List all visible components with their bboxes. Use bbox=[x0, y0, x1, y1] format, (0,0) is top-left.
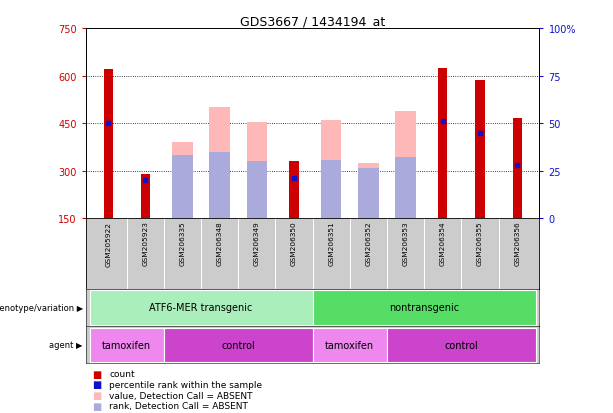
Bar bbox=[387, 328, 536, 362]
Bar bbox=[475, 81, 484, 219]
Bar bbox=[395, 111, 416, 219]
Text: GSM206353: GSM206353 bbox=[403, 221, 409, 266]
Bar bbox=[246, 122, 267, 219]
Text: GSM206354: GSM206354 bbox=[440, 221, 446, 266]
Bar bbox=[358, 168, 379, 219]
Text: GSM206335: GSM206335 bbox=[180, 221, 186, 266]
Text: control: control bbox=[444, 340, 478, 350]
Bar bbox=[172, 143, 192, 219]
Text: ■: ■ bbox=[92, 369, 101, 379]
Text: GSM205923: GSM205923 bbox=[142, 221, 148, 266]
Text: GSM206352: GSM206352 bbox=[365, 221, 371, 266]
Bar bbox=[141, 175, 150, 219]
Bar bbox=[395, 157, 416, 219]
Bar bbox=[321, 160, 341, 219]
Text: ATF6-MER transgenic: ATF6-MER transgenic bbox=[150, 303, 253, 313]
Text: tamoxifen: tamoxifen bbox=[102, 340, 151, 350]
Bar bbox=[89, 291, 313, 325]
Bar bbox=[89, 328, 164, 362]
Bar bbox=[289, 162, 299, 219]
Text: percentile rank within the sample: percentile rank within the sample bbox=[109, 380, 262, 389]
Text: rank, Detection Call = ABSENT: rank, Detection Call = ABSENT bbox=[109, 401, 248, 411]
Text: value, Detection Call = ABSENT: value, Detection Call = ABSENT bbox=[109, 391, 253, 400]
Bar bbox=[172, 156, 192, 219]
Text: GSM205922: GSM205922 bbox=[105, 221, 111, 266]
Text: GSM206349: GSM206349 bbox=[254, 221, 260, 266]
Text: tamoxifen: tamoxifen bbox=[326, 340, 375, 350]
Title: GDS3667 / 1434194_at: GDS3667 / 1434194_at bbox=[240, 15, 385, 28]
Bar bbox=[512, 119, 522, 219]
Bar bbox=[313, 328, 387, 362]
Bar bbox=[313, 291, 536, 325]
Text: GSM206351: GSM206351 bbox=[328, 221, 334, 266]
Bar bbox=[210, 152, 230, 219]
Text: control: control bbox=[221, 340, 255, 350]
Text: genotype/variation ▶: genotype/variation ▶ bbox=[0, 303, 83, 312]
Bar bbox=[438, 69, 447, 219]
Text: GSM206356: GSM206356 bbox=[514, 221, 520, 266]
Bar bbox=[164, 328, 313, 362]
Text: ■: ■ bbox=[92, 390, 101, 400]
Text: ■: ■ bbox=[92, 401, 101, 411]
Bar bbox=[358, 164, 379, 219]
Text: agent ▶: agent ▶ bbox=[49, 340, 83, 349]
Bar bbox=[321, 121, 341, 219]
Text: GSM206348: GSM206348 bbox=[216, 221, 223, 266]
Text: ■: ■ bbox=[92, 380, 101, 389]
Text: count: count bbox=[109, 369, 135, 378]
Bar bbox=[246, 162, 267, 219]
Text: GSM206355: GSM206355 bbox=[477, 221, 483, 266]
Bar bbox=[104, 70, 113, 219]
Text: nontransgenic: nontransgenic bbox=[389, 303, 459, 313]
Text: GSM206350: GSM206350 bbox=[291, 221, 297, 266]
Bar bbox=[210, 108, 230, 219]
